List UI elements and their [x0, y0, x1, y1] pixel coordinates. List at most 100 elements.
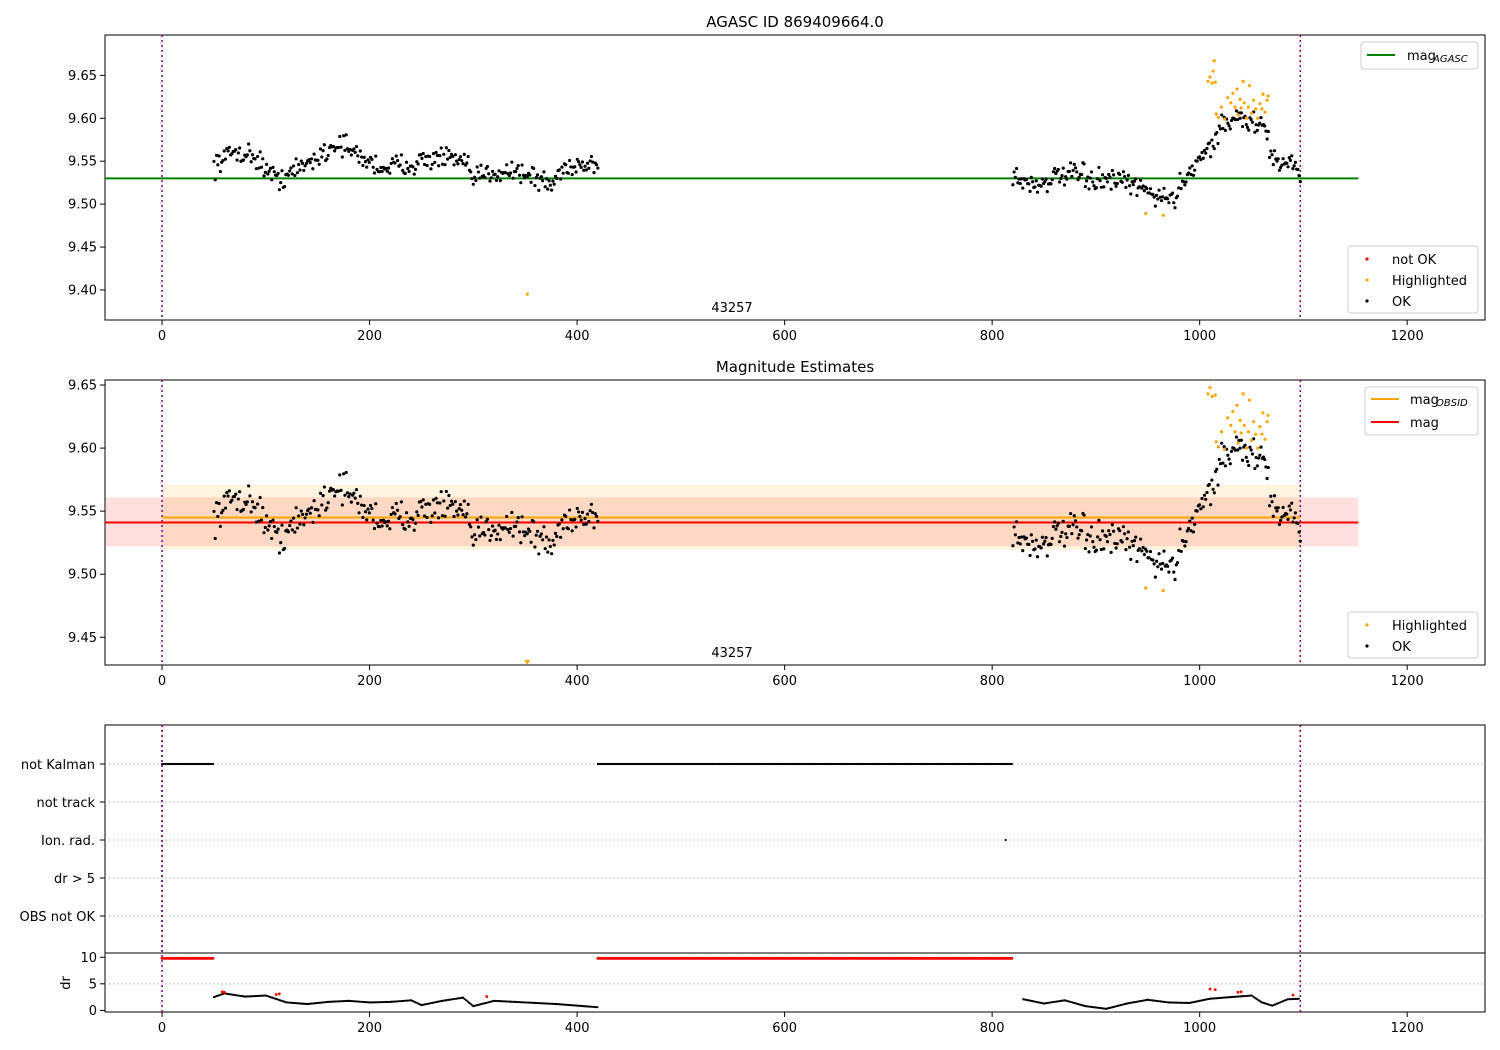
- highlighted-point: [1256, 116, 1260, 120]
- ok-point: [388, 171, 392, 175]
- ok-point: [1244, 455, 1248, 459]
- ok-point: [218, 524, 222, 529]
- ok-point: [1084, 179, 1089, 183]
- dr-point: [257, 994, 261, 997]
- ok-point: [1125, 178, 1129, 182]
- obsid-annotation: 43257: [711, 646, 752, 661]
- ok-point: [1082, 162, 1086, 166]
- ok-point: [469, 170, 473, 174]
- ok-point: [385, 169, 389, 173]
- ok-point: [1097, 518, 1101, 522]
- ok-point: [1107, 529, 1111, 533]
- ok-point: [542, 525, 546, 529]
- ok-point: [1105, 540, 1110, 544]
- ok-point: [1016, 541, 1020, 545]
- highlighted-point: [1239, 431, 1243, 435]
- ok-point: [1077, 175, 1081, 179]
- ok-point: [214, 501, 219, 505]
- highlighted-point: [1263, 437, 1267, 441]
- ok-point: [541, 179, 545, 183]
- ok-point: [1269, 494, 1273, 498]
- ok-point: [569, 165, 573, 169]
- ok-point: [442, 152, 446, 156]
- ok-point: [368, 503, 373, 508]
- ok-point: [244, 502, 248, 507]
- dr-point: [526, 1001, 529, 1004]
- ok-point: [479, 163, 483, 167]
- ok-point: [478, 176, 482, 180]
- ok-point: [362, 155, 366, 159]
- dr-point: [1172, 1001, 1175, 1004]
- ok-point: [1030, 539, 1035, 544]
- dr-point: [1296, 997, 1299, 1000]
- ok-point: [360, 503, 364, 507]
- ok-point: [343, 493, 347, 497]
- axes: 0 200 400 600 800 1000 1200 0 5 10: [80, 951, 1423, 1036]
- ok-point: [552, 543, 556, 547]
- dr-point: [377, 1001, 381, 1004]
- ok-point: [1043, 539, 1047, 543]
- ok-point: [261, 157, 265, 161]
- ok-point: [230, 498, 234, 502]
- x-tick-label: 200: [357, 329, 382, 344]
- dr-point: [461, 996, 465, 999]
- ok-point: [212, 159, 216, 163]
- ok-point: [259, 518, 264, 522]
- ok-point: [300, 512, 305, 516]
- ok-point: [1271, 163, 1275, 167]
- highlighted-point: [1213, 362, 1216, 365]
- ok-point: [1053, 520, 1057, 524]
- ok-point: [358, 149, 362, 153]
- dr-point: [374, 1001, 377, 1004]
- ok-point: [264, 514, 269, 518]
- ok-point: [1091, 540, 1095, 544]
- ok-point: [1080, 529, 1084, 533]
- ok-point: [411, 165, 415, 169]
- ok-point: [1296, 521, 1300, 525]
- ok-point: [1233, 118, 1237, 122]
- ok-point: [256, 154, 260, 159]
- ok-point: [1027, 542, 1031, 547]
- ok-point: [517, 530, 522, 534]
- ok-point: [1263, 457, 1267, 462]
- ok-point: [1061, 519, 1065, 523]
- ok-point: [453, 153, 457, 157]
- ok-point: [361, 515, 365, 520]
- ok-point: [1167, 570, 1171, 574]
- ok-point: [1245, 125, 1250, 130]
- ok-point: [511, 534, 515, 538]
- ok-point: [560, 165, 564, 169]
- ok-point: [1296, 167, 1300, 172]
- ok-point: [1212, 147, 1216, 151]
- ok-point: [1270, 153, 1274, 157]
- ok-point: [1264, 465, 1268, 469]
- highlighted-point: [1256, 446, 1260, 450]
- ok-point: [1184, 180, 1188, 184]
- ok-point: [411, 517, 415, 522]
- ok-point: [1199, 507, 1203, 511]
- ok-point: [596, 166, 600, 170]
- x-tick-label: 400: [565, 329, 590, 344]
- ok-point: [1045, 190, 1049, 194]
- ok-point: [1200, 150, 1204, 155]
- ok-point: [1172, 201, 1176, 205]
- ok-point: [1057, 540, 1062, 544]
- ok-point: [566, 527, 570, 531]
- x-tick-label: 600: [772, 329, 797, 344]
- ok-point: [1215, 467, 1219, 471]
- legend-label: mag: [1410, 393, 1439, 408]
- dr-point: [515, 1000, 518, 1004]
- dr-point: [342, 1000, 345, 1003]
- ok-point: [535, 529, 540, 533]
- ok-point: [377, 525, 382, 529]
- ok-point: [557, 168, 561, 172]
- y-tick-label: not track: [36, 796, 95, 811]
- ok-point: [461, 162, 465, 166]
- highlighted-point: [1214, 440, 1218, 444]
- ok-point: [575, 506, 579, 510]
- ok-point: [488, 179, 492, 183]
- ok-point: [1155, 193, 1159, 197]
- ok-point: [1039, 184, 1043, 188]
- ok-point: [241, 507, 246, 511]
- dr-flagged-point: [274, 993, 278, 996]
